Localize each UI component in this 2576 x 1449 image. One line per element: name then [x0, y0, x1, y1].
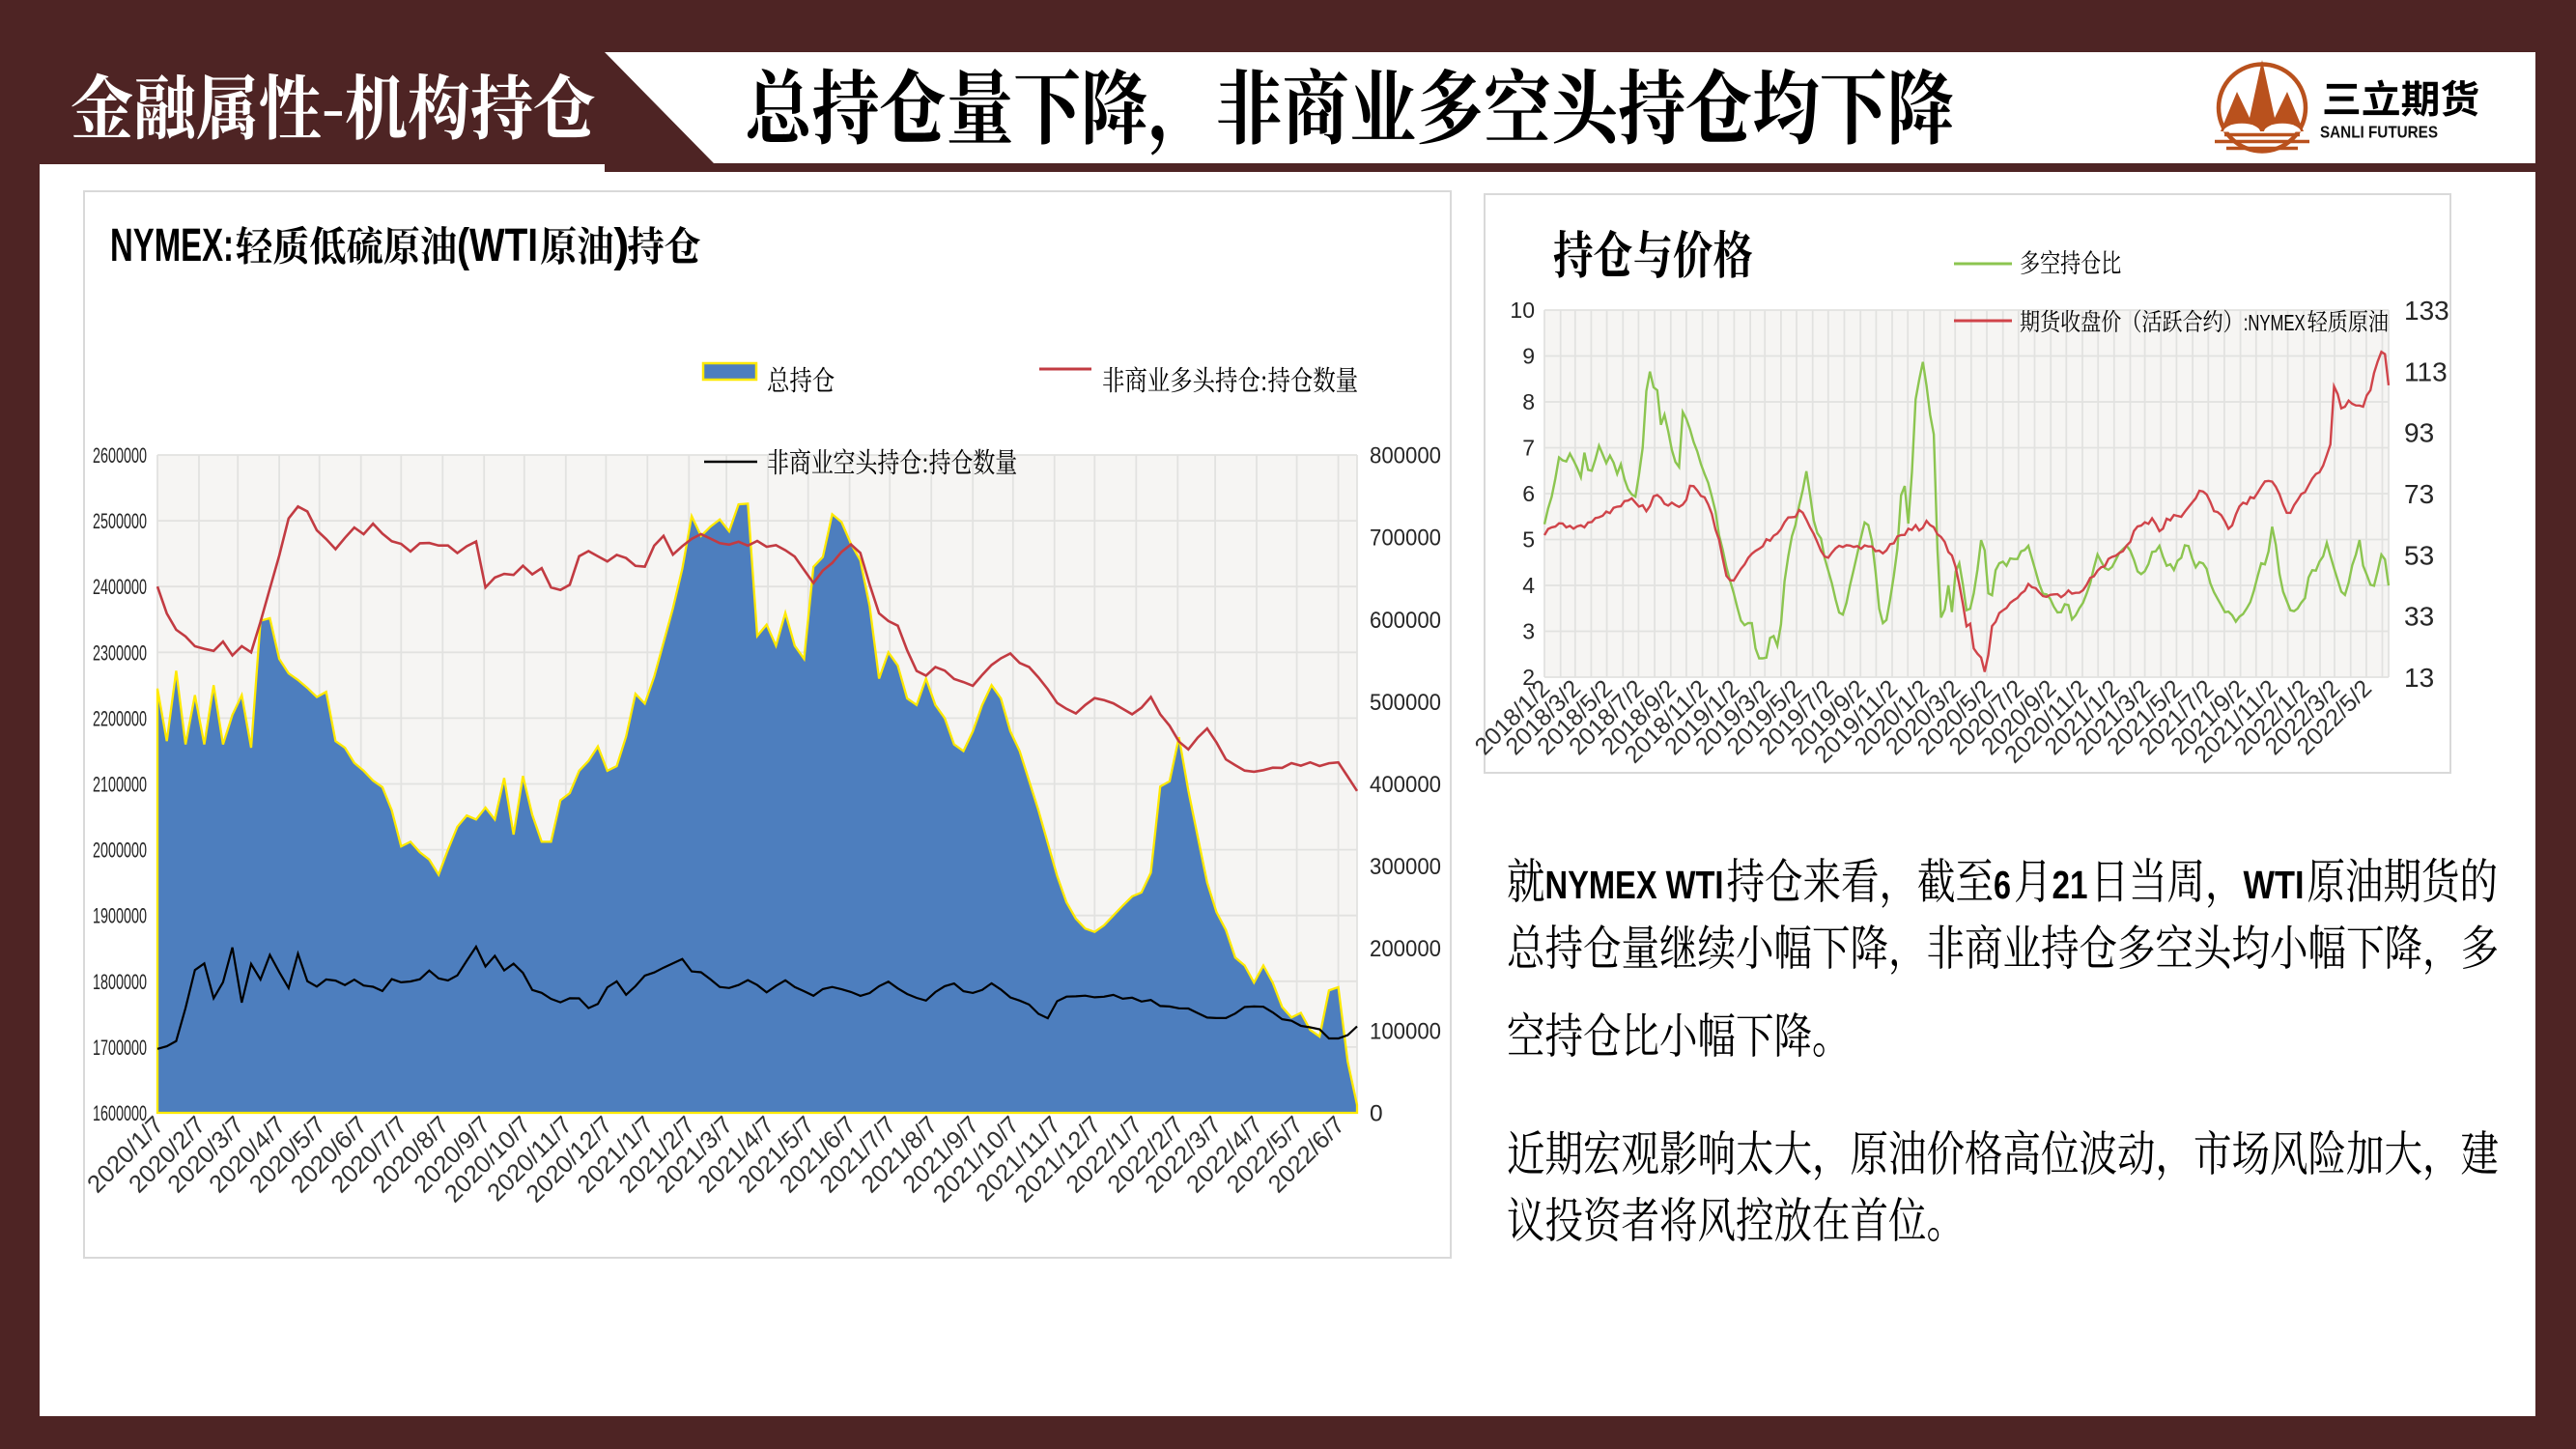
svg-text:100000: 100000 [1370, 1018, 1441, 1044]
svg-text:800000: 800000 [1370, 443, 1441, 469]
svg-text:2000000: 2000000 [93, 838, 147, 863]
svg-text:(WTI: (WTI [457, 220, 538, 271]
svg-text:133: 133 [2404, 296, 2449, 326]
svg-text:1600000: 1600000 [93, 1101, 147, 1125]
svg-text:5: 5 [1522, 527, 1535, 553]
svg-text:0: 0 [1370, 1101, 1383, 1127]
svg-text:7: 7 [1522, 436, 1535, 461]
svg-text:53: 53 [2404, 540, 2434, 570]
svg-text:10: 10 [1510, 298, 1535, 323]
svg-text:2200000: 2200000 [93, 706, 147, 730]
svg-text:2600000: 2600000 [93, 443, 147, 468]
svg-text:NYMEX:: NYMEX: [110, 220, 234, 271]
svg-text:33: 33 [2404, 602, 2434, 632]
svg-text:4: 4 [1522, 573, 1535, 598]
svg-text:2300000: 2300000 [93, 640, 147, 665]
svg-text:1700000: 1700000 [93, 1036, 147, 1060]
svg-text:73: 73 [2404, 479, 2434, 509]
svg-text:9: 9 [1522, 344, 1535, 369]
svg-text:6: 6 [1994, 863, 2011, 907]
svg-text:400000: 400000 [1370, 772, 1441, 798]
svg-text:3: 3 [1522, 619, 1535, 644]
svg-text:1900000: 1900000 [93, 904, 147, 928]
svg-text:600000: 600000 [1370, 608, 1441, 634]
svg-text:8: 8 [1522, 389, 1535, 414]
svg-text:21: 21 [2052, 863, 2088, 907]
svg-text::NYMEX: :NYMEX [2244, 310, 2306, 335]
svg-text:13: 13 [2404, 663, 2434, 693]
svg-text:2500000: 2500000 [93, 509, 147, 533]
svg-text:2100000: 2100000 [93, 773, 147, 797]
svg-text:300000: 300000 [1370, 854, 1441, 880]
svg-text:113: 113 [2404, 356, 2448, 386]
svg-text:6: 6 [1522, 481, 1535, 506]
svg-text:200000: 200000 [1370, 936, 1441, 962]
svg-text:500000: 500000 [1370, 690, 1441, 716]
svg-text:): ) [613, 220, 629, 271]
svg-text:2: 2 [1522, 665, 1535, 690]
svg-text:1800000: 1800000 [93, 970, 147, 994]
svg-text:93: 93 [2404, 418, 2434, 448]
svg-text:700000: 700000 [1370, 526, 1441, 552]
svg-text:WTI: WTI [2244, 863, 2305, 907]
svg-text:SANLI FUTURES: SANLI FUTURES [2320, 123, 2438, 142]
svg-text:2400000: 2400000 [93, 575, 147, 599]
svg-text:NYMEX WTI: NYMEX WTI [1545, 863, 1724, 907]
